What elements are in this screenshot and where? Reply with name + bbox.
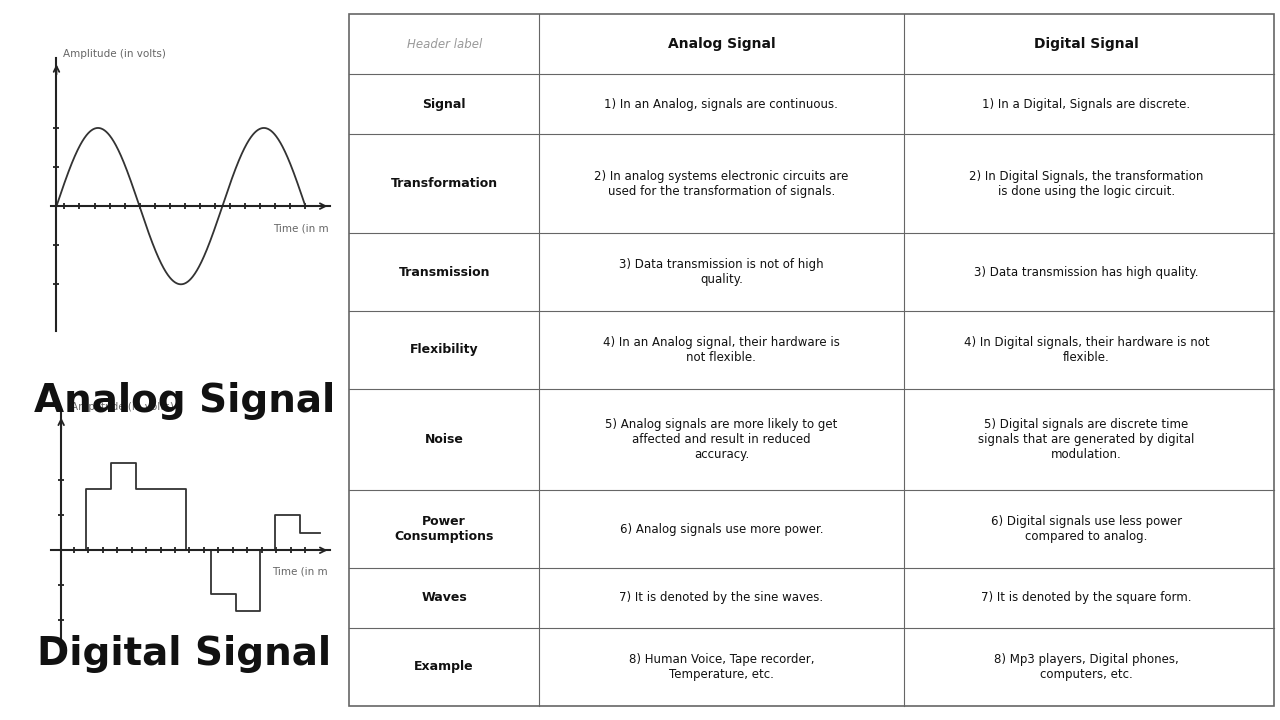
Text: 6) Analog signals use more power.: 6) Analog signals use more power.	[620, 523, 823, 536]
Text: Time (in m: Time (in m	[273, 566, 328, 576]
Text: 7) It is denoted by the square form.: 7) It is denoted by the square form.	[982, 591, 1192, 604]
Text: 7) It is denoted by the sine waves.: 7) It is denoted by the sine waves.	[620, 591, 823, 604]
Text: 4) In an Analog signal, their hardware is
not flexible.: 4) In an Analog signal, their hardware i…	[603, 336, 840, 364]
Text: Digital Signal: Digital Signal	[37, 635, 332, 673]
Text: Noise: Noise	[425, 433, 463, 446]
Text: 1) In a Digital, Signals are discrete.: 1) In a Digital, Signals are discrete.	[982, 98, 1190, 111]
Text: 2) In Digital Signals, the transformation
is done using the logic circuit.: 2) In Digital Signals, the transformatio…	[969, 170, 1203, 198]
Text: Example: Example	[415, 660, 474, 673]
Text: Power
Consumptions: Power Consumptions	[394, 515, 494, 543]
Text: 8) Human Voice, Tape recorder,
Temperature, etc.: 8) Human Voice, Tape recorder, Temperatu…	[628, 653, 814, 680]
Text: 1) In an Analog, signals are continuous.: 1) In an Analog, signals are continuous.	[604, 98, 838, 111]
Text: Analog Signal: Analog Signal	[33, 382, 335, 420]
Text: 3) Data transmission is not of high
quality.: 3) Data transmission is not of high qual…	[620, 258, 824, 286]
Text: 8) Mp3 players, Digital phones,
computers, etc.: 8) Mp3 players, Digital phones, computer…	[995, 653, 1179, 680]
Text: 4) In Digital signals, their hardware is not
flexible.: 4) In Digital signals, their hardware is…	[964, 336, 1210, 364]
Text: 5) Digital signals are discrete time
signals that are generated by digital
modul: 5) Digital signals are discrete time sig…	[978, 418, 1194, 461]
Text: Signal: Signal	[422, 98, 466, 111]
Text: 2) In analog systems electronic circuits are
used for the transformation of sign: 2) In analog systems electronic circuits…	[594, 170, 849, 198]
Text: Digital Signal: Digital Signal	[1034, 37, 1139, 51]
Text: Flexibility: Flexibility	[410, 343, 479, 356]
Text: Amplitude (in volts): Amplitude (in volts)	[63, 49, 166, 59]
Text: Time (in m: Time (in m	[273, 223, 329, 233]
Text: 3) Data transmission has high quality.: 3) Data transmission has high quality.	[974, 266, 1198, 279]
Text: 6) Digital signals use less power
compared to analog.: 6) Digital signals use less power compar…	[991, 515, 1181, 543]
Text: Transformation: Transformation	[390, 177, 498, 190]
Text: Waves: Waves	[421, 591, 467, 604]
Text: 5) Analog signals are more likely to get
affected and result in reduced
accuracy: 5) Analog signals are more likely to get…	[605, 418, 837, 461]
Text: Analog Signal: Analog Signal	[668, 37, 776, 51]
Text: Header label: Header label	[407, 38, 481, 51]
Text: Amplitude (in volts): Amplitude (in volts)	[72, 402, 174, 412]
Text: Transmission: Transmission	[398, 266, 490, 279]
